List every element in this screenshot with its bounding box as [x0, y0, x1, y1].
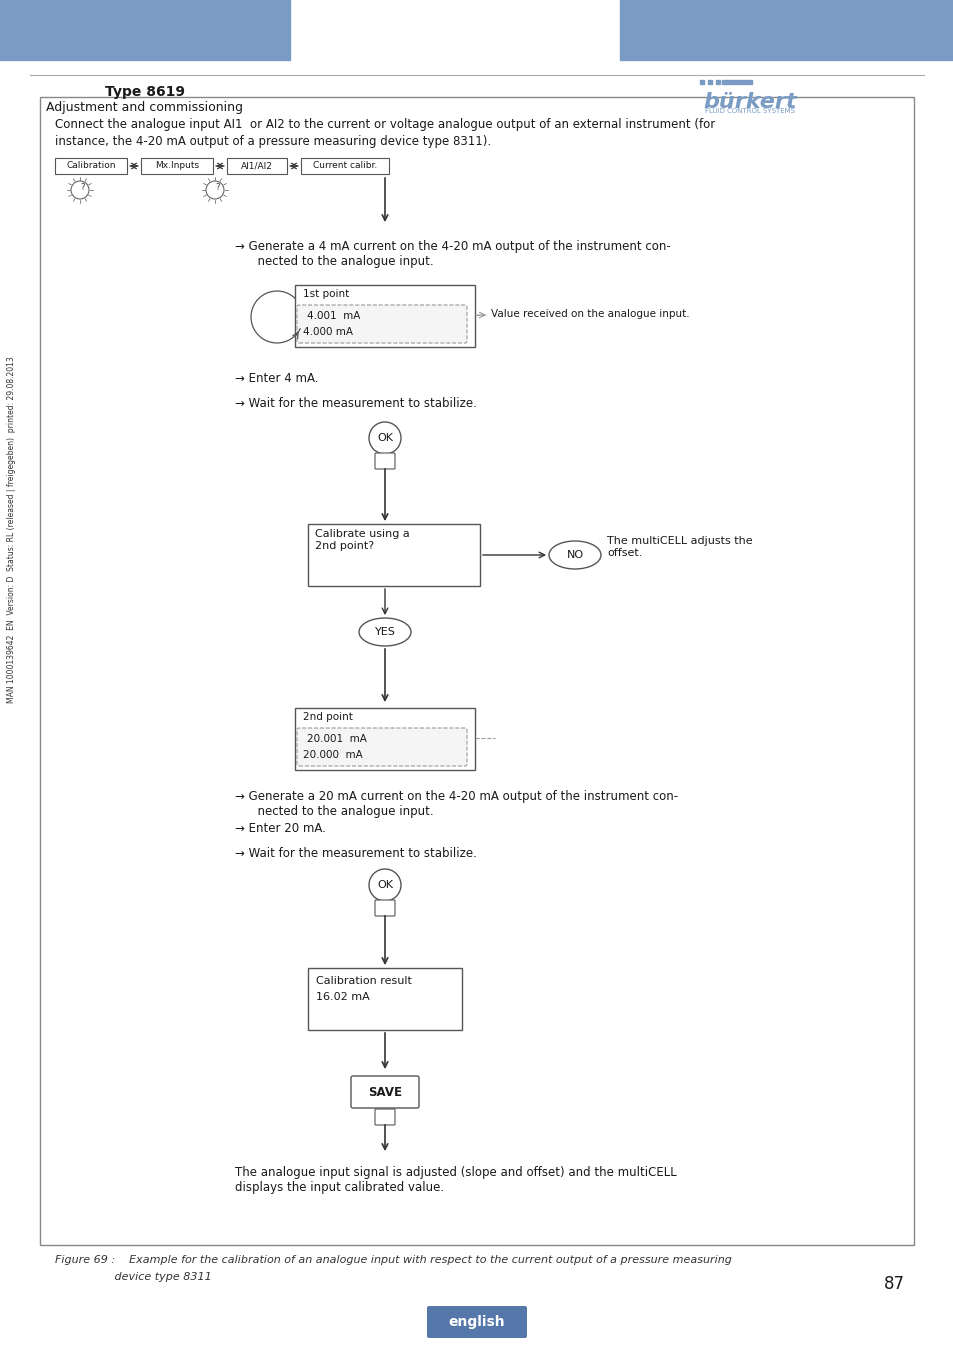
Bar [619, 0, 953, 59]
Text: 20.001  mA: 20.001 mA [307, 734, 367, 744]
Bar [707, 80, 711, 84]
Text: 4.000 mA: 4.000 mA [303, 327, 353, 338]
Text: Adjustment and commissioning: Adjustment and commissioning [47, 101, 243, 113]
Text: YES: YES [375, 626, 395, 637]
Text: → Generate a 20 mA current on the 4-20 mA output of the instrument con-
      ne: → Generate a 20 mA current on the 4-20 m… [234, 790, 678, 818]
Text: FLUID CONTROL SYSTEMS: FLUID CONTROL SYSTEMS [704, 108, 794, 113]
FancyBboxPatch shape [296, 728, 467, 765]
FancyBboxPatch shape [294, 285, 475, 347]
FancyBboxPatch shape [427, 1305, 526, 1338]
Text: 87: 87 [883, 1274, 904, 1293]
Text: Figure 69 :    Example for the calibration of an analogue input with respect to : Figure 69 : Example for the calibration … [55, 1256, 731, 1265]
FancyBboxPatch shape [227, 158, 287, 174]
Text: 16.02 mA: 16.02 mA [315, 992, 370, 1002]
Bar [721, 80, 751, 84]
Text: ?: ? [215, 182, 220, 192]
Text: Calibrate using a
2nd point?: Calibrate using a 2nd point? [314, 529, 410, 551]
FancyBboxPatch shape [375, 1108, 395, 1125]
Text: → Wait for the measurement to stabilize.: → Wait for the measurement to stabilize. [234, 397, 476, 410]
Text: → Enter 4 mA.: → Enter 4 mA. [234, 373, 318, 385]
Text: Value received on the analogue input.: Value received on the analogue input. [491, 309, 689, 319]
Text: The analogue input signal is adjusted (slope and offset) and the multiCELL
displ: The analogue input signal is adjusted (s… [234, 1166, 676, 1193]
FancyBboxPatch shape [375, 454, 395, 468]
FancyBboxPatch shape [301, 158, 389, 174]
Text: AI1/AI2: AI1/AI2 [241, 162, 273, 170]
FancyBboxPatch shape [296, 305, 467, 343]
FancyBboxPatch shape [141, 158, 213, 174]
Text: OK: OK [376, 433, 393, 443]
Text: → Generate a 4 mA current on the 4-20 mA output of the instrument con-
      nec: → Generate a 4 mA current on the 4-20 mA… [234, 240, 670, 269]
FancyBboxPatch shape [308, 524, 479, 586]
FancyBboxPatch shape [55, 158, 127, 174]
Text: Connect the analogue input AI1  or AI2 to the current or voltage analogue output: Connect the analogue input AI1 or AI2 to… [55, 117, 715, 131]
Text: 4.001  mA: 4.001 mA [307, 310, 360, 321]
FancyBboxPatch shape [294, 707, 475, 769]
Text: english: english [448, 1315, 505, 1328]
Text: 1st point: 1st point [303, 289, 349, 298]
Text: The multiCELL adjusts the
offset.: The multiCELL adjusts the offset. [606, 536, 752, 558]
Text: instance, the 4-20 mA output of a pressure measuring device type 8311).: instance, the 4-20 mA output of a pressu… [55, 135, 491, 148]
Bar [700, 80, 703, 84]
Text: OK: OK [376, 880, 393, 890]
Text: → Enter 20 mA.: → Enter 20 mA. [234, 822, 326, 836]
Text: → Wait for the measurement to stabilize.: → Wait for the measurement to stabilize. [234, 846, 476, 860]
Bar [716, 80, 720, 84]
Text: bürkert: bürkert [702, 92, 796, 112]
Text: Calibration result: Calibration result [315, 976, 412, 986]
Text: MAN 1000139642  EN  Version: D  Status: RL (released | freigegeben)  printed: 29: MAN 1000139642 EN Version: D Status: RL … [8, 356, 16, 703]
Text: SAVE: SAVE [368, 1085, 401, 1099]
Text: 20.000  mA: 20.000 mA [303, 751, 362, 760]
Text: device type 8311: device type 8311 [55, 1272, 212, 1282]
FancyBboxPatch shape [375, 900, 395, 917]
Text: Mx.Inputs: Mx.Inputs [154, 162, 199, 170]
Bar [0, 0, 290, 59]
Text: Calibration: Calibration [66, 162, 115, 170]
Text: 2nd point: 2nd point [303, 711, 353, 722]
FancyBboxPatch shape [308, 968, 461, 1030]
FancyBboxPatch shape [40, 97, 913, 1245]
Text: Type 8619: Type 8619 [105, 85, 185, 99]
Text: ?: ? [81, 182, 85, 192]
Text: NO: NO [566, 549, 583, 560]
Text: Current calibr.: Current calibr. [313, 162, 376, 170]
FancyBboxPatch shape [351, 1076, 418, 1108]
